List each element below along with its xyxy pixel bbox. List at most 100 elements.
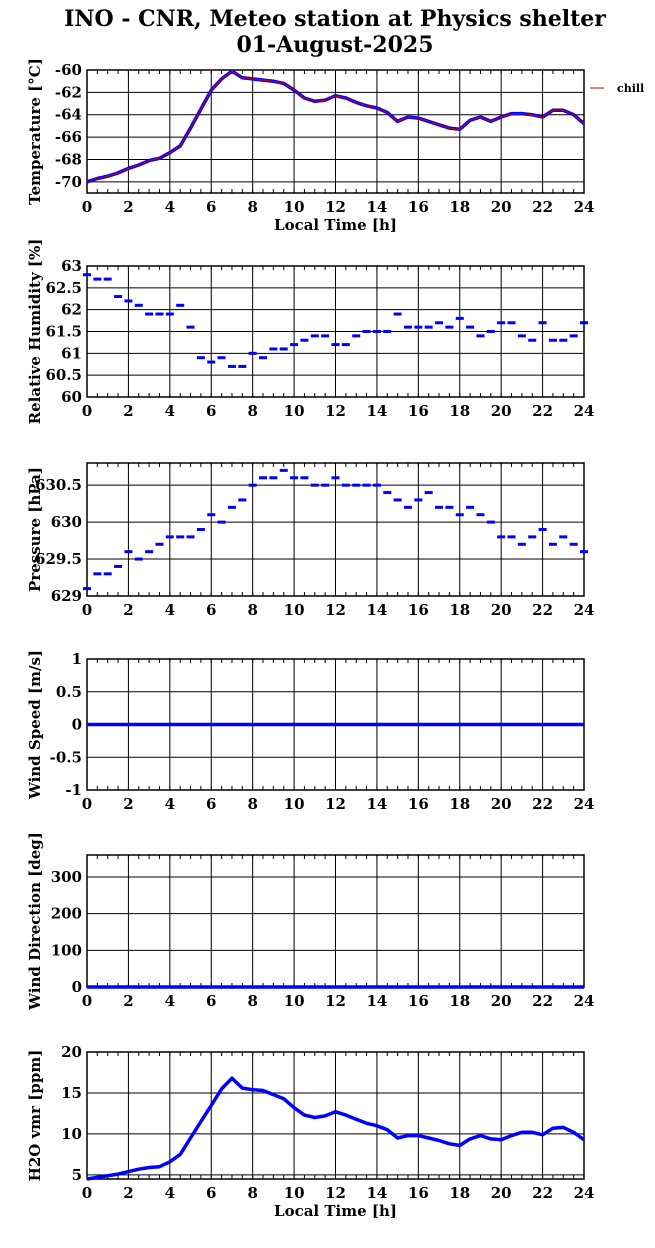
panels: 0 2 4 6 8 10 12 14 16 18 20 22 24-70-68-66-64-62-60T… bbox=[26, 58, 644, 1220]
x-tick-label: 10 bbox=[284, 198, 305, 216]
data-point bbox=[403, 325, 412, 329]
data-point bbox=[145, 312, 154, 316]
data-point bbox=[114, 564, 123, 568]
data-point bbox=[486, 330, 495, 333]
data-point bbox=[559, 535, 568, 539]
data-point bbox=[435, 505, 444, 509]
x-tick-label: 10 bbox=[284, 402, 305, 420]
data-point bbox=[331, 343, 340, 347]
data-point bbox=[455, 316, 464, 320]
x-tick-label: 14 bbox=[366, 601, 387, 619]
y-tick-label: 15 bbox=[61, 1084, 82, 1102]
x-tick-label: 4 bbox=[165, 795, 175, 813]
data-point bbox=[352, 334, 361, 338]
x-tick-label: 20 bbox=[491, 992, 512, 1010]
x-tick-label: 20 bbox=[491, 795, 512, 813]
data-point bbox=[445, 325, 454, 329]
y-axis-label: Temperature [°C] bbox=[26, 58, 44, 205]
data-point bbox=[134, 303, 143, 307]
data-point bbox=[580, 550, 588, 554]
x-tick-label: 18 bbox=[449, 992, 470, 1010]
data-point bbox=[217, 356, 226, 360]
x-tick-label: 16 bbox=[408, 198, 429, 216]
data-point bbox=[186, 325, 195, 329]
y-tick-label: -64 bbox=[55, 106, 82, 124]
x-axis-label: Local Time [h] bbox=[274, 216, 397, 234]
data-point bbox=[331, 476, 340, 480]
data-point bbox=[507, 321, 516, 325]
y-tick-label: 630 bbox=[51, 513, 82, 531]
x-tick-label: 2 bbox=[123, 198, 133, 216]
data-point bbox=[476, 513, 485, 517]
x-tick-label: 24 bbox=[574, 198, 595, 216]
x-tick-label: 18 bbox=[449, 402, 470, 420]
y-tick-label: 300 bbox=[51, 868, 82, 886]
data-point bbox=[196, 528, 205, 531]
data-point bbox=[497, 535, 506, 539]
data-point bbox=[435, 321, 444, 325]
y-tick-label: -68 bbox=[55, 150, 82, 168]
data-point bbox=[103, 572, 112, 576]
data-point bbox=[155, 312, 164, 316]
x-tick-label: 0 bbox=[82, 992, 92, 1010]
data-point bbox=[134, 557, 143, 561]
y-tick-label: 62.5 bbox=[45, 279, 82, 297]
y-tick-label: 20 bbox=[61, 1043, 82, 1061]
x-tick-label: 0 bbox=[82, 601, 92, 619]
x-tick-label: 2 bbox=[123, 402, 133, 420]
y-tick-label: 61 bbox=[61, 344, 82, 362]
y-axis-label: Pressure [hPa] bbox=[26, 467, 44, 592]
data-point bbox=[517, 542, 526, 546]
data-point bbox=[290, 343, 299, 347]
data-point bbox=[310, 483, 319, 487]
x-tick-label: 8 bbox=[247, 1184, 257, 1202]
data-point bbox=[321, 334, 330, 338]
panel-0: 0 2 4 6 8 10 12 14 16 18 20 22 24-70-68-66-64-62-60T… bbox=[26, 58, 644, 234]
data-point bbox=[186, 535, 195, 539]
data-point bbox=[362, 483, 371, 487]
data-point bbox=[310, 334, 319, 338]
x-tick-label: 0 bbox=[82, 198, 92, 216]
panel-1: 0 2 4 6 8 10 12 14 16 18 20 22 246060.56161.56262.56… bbox=[26, 239, 594, 425]
data-point bbox=[559, 338, 568, 342]
x-tick-label: 14 bbox=[366, 1184, 387, 1202]
y-tick-label: 62 bbox=[61, 301, 82, 319]
data-point bbox=[321, 483, 330, 487]
data-point bbox=[124, 550, 133, 554]
x-tick-label: 18 bbox=[449, 795, 470, 813]
data-point bbox=[165, 535, 174, 539]
x-tick-label: 6 bbox=[206, 992, 216, 1010]
data-point bbox=[372, 483, 381, 487]
x-tick-label: 6 bbox=[206, 1184, 216, 1202]
data-point bbox=[424, 491, 433, 495]
data-point bbox=[580, 321, 588, 325]
data-point bbox=[227, 364, 236, 368]
data-point bbox=[259, 476, 268, 480]
x-tick-label: 20 bbox=[491, 198, 512, 216]
y-axis-label: Relative Humidity [%] bbox=[26, 239, 44, 425]
y-tick-label: 60 bbox=[61, 388, 82, 406]
y-tick-label: 200 bbox=[51, 905, 82, 923]
data-point bbox=[279, 347, 288, 351]
x-tick-label: 6 bbox=[206, 601, 216, 619]
data-point bbox=[414, 325, 423, 329]
y-tick-label: -0.5 bbox=[50, 748, 82, 766]
x-tick-label: 20 bbox=[491, 402, 512, 420]
y-tick-label: -60 bbox=[55, 61, 82, 79]
data-point bbox=[341, 483, 350, 487]
data-point bbox=[466, 325, 475, 329]
y-tick-label: 629 bbox=[51, 587, 82, 605]
y-tick-label: -70 bbox=[55, 173, 82, 191]
data-point bbox=[83, 273, 91, 277]
data-point bbox=[528, 338, 537, 342]
data-point bbox=[145, 550, 154, 554]
x-tick-label: 22 bbox=[532, 198, 553, 216]
x-tick-label: 0 bbox=[82, 795, 92, 813]
x-tick-label: 22 bbox=[532, 795, 553, 813]
data-point bbox=[238, 364, 247, 368]
y-axis-label: H2O vmr [ppm] bbox=[26, 1050, 44, 1182]
data-point bbox=[248, 351, 257, 355]
data-point bbox=[83, 587, 91, 591]
